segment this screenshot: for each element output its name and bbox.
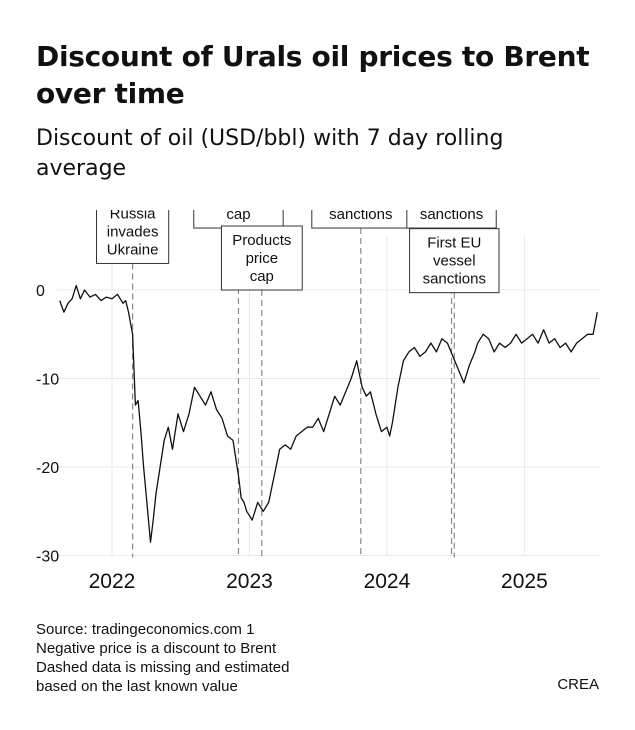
event-label: invades: [107, 223, 159, 240]
x-tick-label: 2024: [364, 570, 411, 593]
event-label: Ukraine: [107, 241, 159, 258]
event-box: [406, 210, 497, 229]
x-tick-label: 2022: [89, 570, 136, 593]
event-label: sanctions: [329, 210, 392, 223]
y-tick-label: 0: [36, 283, 45, 300]
event-label: vessel: [433, 253, 476, 270]
event-box: [311, 210, 411, 229]
line-chart: 0 -10 -20 -30 2022 2023 2024 2025 Russiainvade…: [36, 210, 600, 593]
y-tick-label: -30: [36, 549, 59, 566]
y-axis: 0 -10 -20 -30: [36, 283, 59, 566]
event-annotations: RussiainvadesUkraineCrudeoil pricecapPro…: [96, 210, 500, 294]
event-label: sanctions: [420, 210, 483, 223]
event-label: cap: [250, 268, 274, 285]
source-note: Source: tradingeconomics.com 1: [36, 621, 255, 638]
event-label: price: [246, 250, 279, 267]
credit-label: CREA: [557, 676, 599, 693]
footnote-estimated: based on the last known value: [36, 678, 238, 695]
footnote-dashed: Dashed data is missing and estimated: [36, 659, 290, 676]
event-label: Products: [232, 232, 291, 249]
event-label: sanctions: [423, 271, 486, 288]
event-label: First EU: [427, 235, 481, 252]
grid-lines: [57, 235, 600, 556]
x-tick-label: 2023: [226, 570, 273, 593]
y-tick-label: -20: [36, 460, 59, 477]
event-box: [409, 228, 500, 294]
chart-footer: Source: tradingeconomics.com 1 Negative …: [36, 620, 289, 696]
event-label: cap: [226, 210, 250, 223]
event-label: Russia: [110, 210, 157, 222]
chart-subtitle: Discount of oil (USD/bbl) with 7 day rol…: [36, 126, 504, 181]
x-axis: 2022 2023 2024 2025: [89, 570, 548, 593]
event-box: [96, 210, 170, 264]
discount-series-line: [59, 284, 598, 543]
footnote-negative: Negative price is a discount to Brent: [36, 640, 277, 657]
y-tick-label: -10: [36, 372, 59, 389]
chart-title: Discount of Urals oil prices to Brent ov…: [36, 40, 590, 110]
x-tick-label: 2025: [501, 570, 548, 593]
event-box: [220, 225, 303, 291]
